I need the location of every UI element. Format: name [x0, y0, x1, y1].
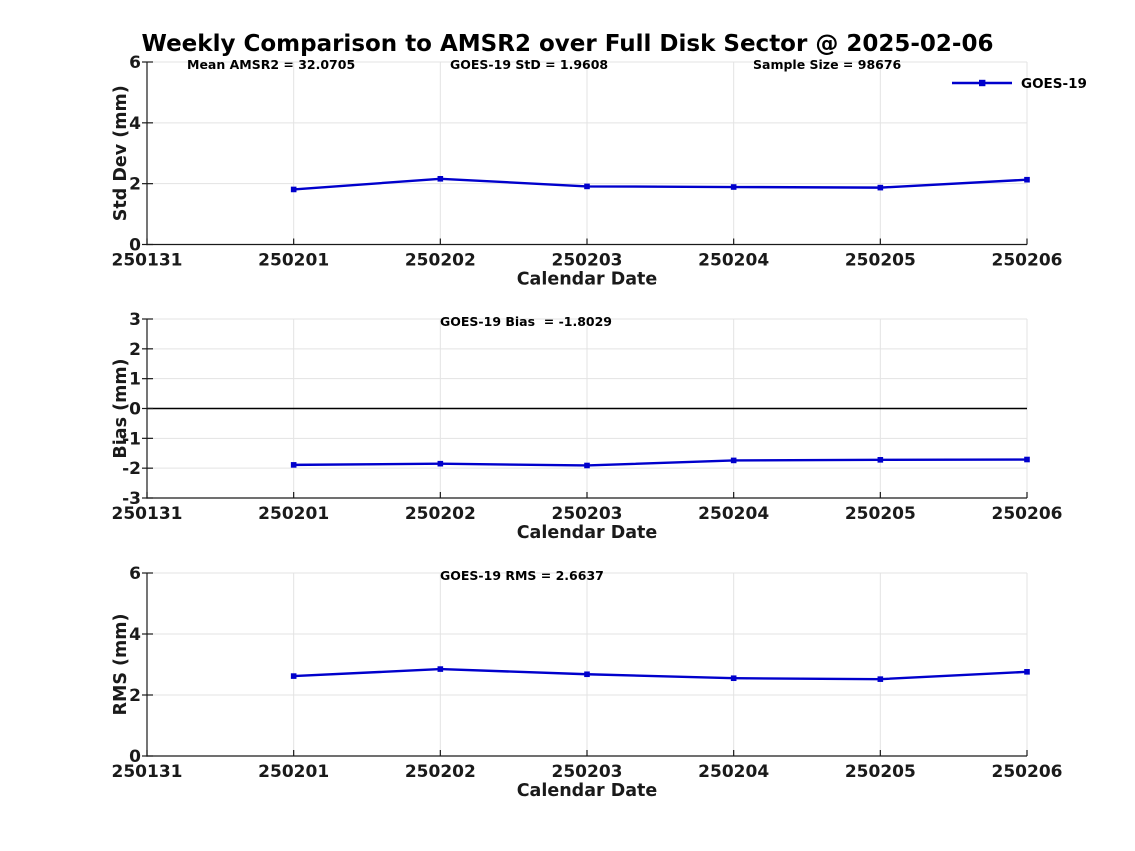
y-tick-label: 6: [129, 564, 141, 584]
series-line: [292, 667, 1029, 681]
data-point-marker: [730, 184, 737, 190]
y-tick-label: 2: [129, 340, 141, 360]
x-tick-label: 250205: [845, 251, 916, 271]
y-tick-label: 0: [129, 236, 141, 256]
data-point-marker: [290, 186, 297, 193]
annotation: GOES-19 RMS = 2.6637: [440, 568, 604, 583]
annotation: GOES-19 Bias = -1.8029: [440, 314, 612, 329]
legend-marker: [979, 79, 986, 87]
data-point-marker: [1024, 669, 1030, 675]
x-tick-label: 250202: [405, 504, 476, 524]
y-tick-label: 1: [129, 370, 141, 390]
data-point-marker: [437, 666, 444, 672]
data-point-marker: [290, 462, 297, 468]
x-tick-label: 250131: [112, 251, 183, 271]
data-point-marker: [877, 457, 884, 463]
y-tick-label: 6: [129, 53, 141, 73]
y-tick-label: 3: [129, 310, 141, 330]
x-tick-label: 250204: [698, 251, 769, 271]
y-tick-label: 0: [129, 400, 141, 420]
data-point-marker: [730, 457, 737, 464]
x-tick-label: 250206: [992, 504, 1063, 524]
annotation: Mean AMSR2 = 32.0705: [187, 57, 355, 72]
data-point-marker: [437, 460, 444, 467]
data-point-marker: [584, 671, 590, 678]
x-axis-title: Calendar Date: [517, 781, 658, 801]
y-tick-label: 2: [129, 686, 141, 706]
x-tick-label: 250131: [112, 762, 183, 782]
y-axis-title: RMS (mm): [111, 613, 131, 715]
y-axis-title: Std Dev (mm): [111, 85, 131, 221]
y-tick-label: -1: [122, 429, 141, 449]
y-axis-title: Bias (mm): [111, 358, 131, 458]
data-point-marker: [290, 673, 297, 679]
data-point-marker: [877, 184, 884, 191]
data-point-marker: [437, 176, 444, 182]
legend: GOES-19: [952, 76, 1087, 92]
series-line: [292, 458, 1029, 467]
x-tick-label: 250202: [405, 251, 476, 271]
data-point-marker: [1024, 176, 1030, 183]
x-tick-label: 250204: [698, 762, 769, 782]
series-line: [292, 177, 1029, 191]
data-point-marker: [584, 183, 590, 190]
x-tick-label: 250206: [992, 251, 1063, 271]
x-tick-label: 250206: [992, 762, 1063, 782]
x-tick-label: 250203: [552, 762, 623, 782]
x-tick-label: 250201: [258, 504, 329, 524]
data-point-marker: [730, 675, 737, 682]
x-tick-label: 250202: [405, 762, 476, 782]
x-tick-label: 250203: [552, 504, 623, 524]
y-tick-label: 0: [129, 747, 141, 767]
x-tick-label: 250201: [258, 762, 329, 782]
x-axis-title: Calendar Date: [517, 270, 658, 290]
y-tick-label: 2: [129, 175, 141, 195]
data-point-marker: [1024, 456, 1030, 463]
panel-std-dev: 250131 250201 250202 250203 250204 250205 2502…: [111, 53, 1087, 290]
y-tick-label: 4: [129, 114, 141, 134]
data-point-marker: [584, 462, 590, 469]
x-tick-label: 250205: [845, 504, 916, 524]
panel-rms: 250131 250201 250202 250203 250204 250205 2502…: [111, 564, 1062, 801]
y-tick-label: 4: [129, 625, 141, 645]
x-axis-title: Calendar Date: [517, 523, 658, 543]
x-tick-label: 250131: [112, 504, 183, 524]
data-point-marker: [877, 676, 884, 682]
x-tick-label: 250205: [845, 762, 916, 782]
x-tick-label: 250201: [258, 251, 329, 271]
x-tick-label: 250204: [698, 504, 769, 524]
annotation: GOES-19 StD = 1.9608: [450, 57, 608, 72]
y-tick-label: -3: [122, 489, 141, 509]
x-tick-label: 250203: [552, 251, 623, 271]
legend-label: GOES-19: [1021, 76, 1087, 92]
annotation: Sample Size = 98676: [753, 57, 902, 72]
figure-title: Weekly Comparison to AMSR2 over Full Dis…: [141, 31, 994, 57]
panel-bias: 250131 250201 250202 250203 250204 250205 2502…: [111, 310, 1062, 543]
y-tick-label: -2: [122, 459, 141, 479]
